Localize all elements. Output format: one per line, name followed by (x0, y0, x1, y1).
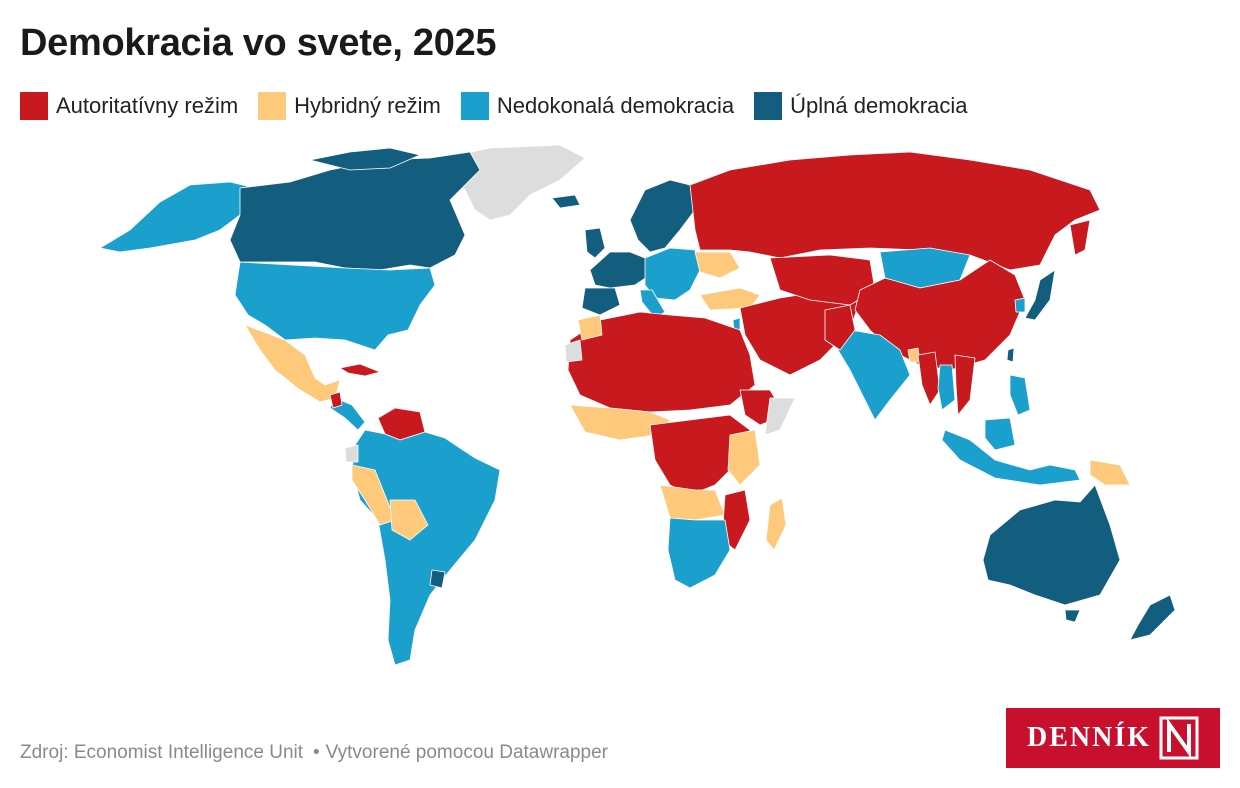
region-somalia (764, 397, 796, 436)
footer: Zdroj: Economist Intelligence Unit • Vytvo… (20, 742, 608, 764)
region-madagascar (765, 497, 787, 551)
region-new-zealand (1129, 594, 1176, 641)
region-png (1089, 459, 1131, 486)
region-north-africa (567, 311, 756, 413)
region-ecuador (344, 444, 359, 463)
region-central-africa (649, 414, 751, 496)
legend-item-authoritarian: Autoritatívny režim (20, 92, 238, 120)
datawrapper-credit: Vytvorené pomocou Datawrapper (325, 742, 609, 763)
region-myanmar (917, 351, 941, 406)
region-pakistan (824, 304, 856, 351)
region-ukraine (694, 251, 741, 279)
region-tasmania (1064, 609, 1081, 623)
region-iceland (551, 194, 581, 209)
region-eastern-europe (644, 247, 701, 301)
region-southern-africa (667, 517, 731, 589)
region-scandinavia (629, 179, 696, 253)
chart-title: Demokracia vo svete, 2025 (20, 22, 497, 64)
region-east-africa (727, 429, 761, 486)
region-indonesia (941, 429, 1081, 486)
footer-separator: • (313, 742, 320, 763)
region-kamchatka (1069, 219, 1091, 256)
source-credit: Zdroj: Economist Intelligence Unit (20, 742, 304, 763)
legend-label-authoritarian: Autoritatívny režim (56, 93, 239, 118)
region-western-europe (589, 251, 651, 289)
region-nicaragua (329, 391, 343, 409)
world-map (99, 144, 1176, 666)
region-borneo (984, 417, 1016, 451)
region-thailand (937, 364, 956, 411)
legend-swatch-authoritarian (20, 92, 48, 120)
region-south-america (351, 429, 501, 666)
region-india (837, 329, 911, 421)
region-uk (584, 227, 606, 259)
region-turkey (699, 287, 761, 311)
region-arctic-islands (309, 147, 421, 171)
region-vietnam (954, 354, 976, 416)
legend-item-full-democracy: Úplná demokracia (754, 92, 967, 120)
region-taiwan (1006, 347, 1015, 363)
legend-label-hybrid: Hybridný režim (294, 93, 441, 118)
dennik-n-logo[interactable]: DENNÍK (1006, 708, 1220, 768)
region-usa (234, 261, 436, 351)
legend-swatch-flawed-democracy (460, 92, 489, 120)
region-mexico (244, 324, 341, 403)
legend-item-hybrid: Hybridný režim (258, 92, 441, 120)
region-western-sahara (564, 339, 583, 363)
region-angola-zambia (659, 484, 726, 521)
region-south-korea (1014, 297, 1026, 313)
region-morocco (577, 314, 603, 341)
legend-swatch-hybrid (258, 92, 287, 120)
region-uruguay (429, 569, 446, 589)
region-peru (351, 464, 396, 526)
logo-text: DENNÍK (1026, 722, 1151, 753)
region-japan (1024, 269, 1056, 321)
region-bolivia (389, 499, 429, 541)
legend-label-flawed-democracy: Nedokonalá demokracia (496, 93, 735, 118)
region-philippines (1009, 374, 1031, 416)
legend: Autoritatívny režim Hybridný režim Nedok… (20, 92, 987, 120)
logo-n-mark (1159, 716, 1199, 760)
region-australia (982, 484, 1121, 606)
region-cuba (339, 363, 381, 377)
region-russia (689, 151, 1101, 271)
region-iberia (581, 287, 621, 316)
legend-label-full-democracy: Úplná demokracia (790, 93, 968, 118)
legend-swatch-full-democracy (754, 92, 783, 120)
legend-item-flawed-democracy: Nedokonalá demokracia (460, 92, 735, 120)
